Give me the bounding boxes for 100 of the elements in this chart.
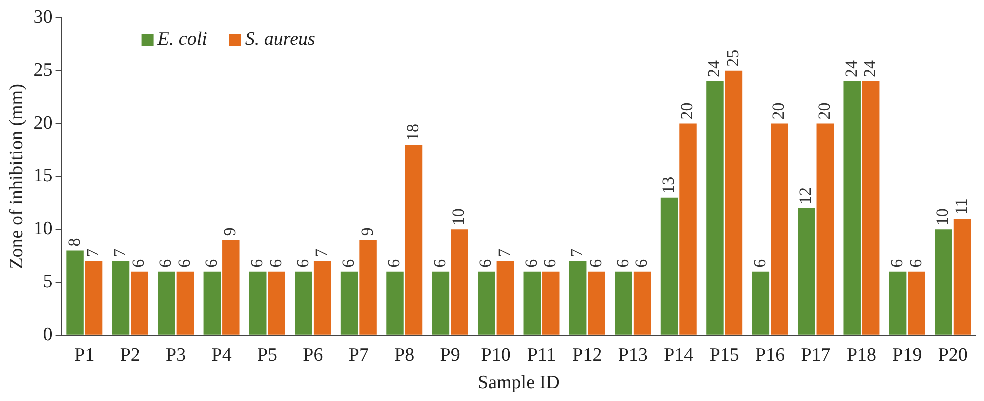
x-tick-label: P17 [801,344,831,366]
data-label: 24 [860,60,880,78]
x-tick-label: P5 [257,344,278,366]
y-tick-label: 20 [34,112,53,134]
x-tick-label: P13 [618,344,648,366]
bar [268,272,286,335]
bar [176,272,194,335]
bar [935,230,952,335]
bar [634,272,652,335]
y-tick-label: 5 [43,271,53,292]
bar [771,124,788,335]
x-tick-label: P4 [212,344,232,366]
bar [204,272,222,335]
bar [250,272,267,335]
bar [478,272,496,335]
x-tick-label: P1 [74,344,95,366]
data-label: 6 [750,259,770,268]
bar [889,272,907,335]
data-label: 7 [568,248,587,258]
data-label: 6 [156,259,176,268]
bar [340,272,358,335]
bar [588,272,606,335]
data-label: 6 [266,259,286,268]
x-tick-label: P18 [846,344,877,366]
bar [542,272,560,335]
bar [112,261,130,335]
bar [386,272,404,335]
bar [314,261,332,335]
y-axis-title: Zone of inhibition (mm) [6,84,28,270]
legend-label: S. aureus [245,29,316,50]
data-label: 9 [358,228,377,236]
data-label: 6 [384,259,404,268]
bar [432,272,450,335]
y-tick-label: 0 [43,324,53,346]
bar [85,261,103,335]
bar [405,144,423,335]
x-tick-label: P15 [710,344,740,366]
legend-label: E. coli [156,29,208,50]
bar [798,208,816,335]
y-tick-label: 15 [34,166,53,187]
bar [908,272,926,335]
data-label: 6 [586,259,606,268]
data-label: 6 [476,259,496,268]
data-label: 10 [933,208,952,226]
x-tick-label: P7 [348,344,369,366]
data-label: 9 [220,228,240,236]
x-tick-label: P16 [756,344,786,366]
bar [862,81,880,335]
x-tick-label: P2 [120,344,140,366]
bar [844,81,861,335]
bar [725,70,743,335]
bar [295,272,312,335]
x-tick-label: P3 [166,344,186,366]
y-tick-label: 10 [34,218,53,240]
data-label: 18 [403,124,422,141]
x-tick-label: P8 [394,344,415,366]
data-label: 7 [83,248,102,258]
data-label: 6 [248,259,267,268]
bar [706,81,724,335]
data-label: 10 [449,208,468,226]
bar [496,261,514,335]
data-label: 25 [723,50,742,67]
bar [954,219,972,335]
data-label: 20 [769,102,788,120]
data-label: 6 [129,259,148,268]
x-tick-label: P14 [664,344,694,366]
data-label: 6 [888,259,907,268]
data-label: 6 [613,259,632,268]
data-label: 7 [312,248,332,258]
bar [752,272,770,335]
bar [660,198,678,335]
x-tick-label: P10 [481,344,511,366]
bar [451,230,468,335]
bar [360,240,377,335]
data-label: 6 [339,259,358,268]
data-label: 6 [632,259,652,268]
data-label: 20 [678,102,697,120]
data-label: 7 [110,248,130,258]
bar [524,272,542,335]
bar [569,261,587,335]
bar [222,240,240,335]
bar [131,272,148,335]
data-label: 6 [906,259,926,268]
x-tick-label: P9 [440,344,460,366]
x-axis-title: Sample ID [478,372,560,394]
data-label: 24 [842,60,861,78]
data-label: 6 [174,259,194,268]
data-label: 6 [430,259,450,268]
data-label: 24 [704,60,724,78]
x-tick-label: P19 [892,344,922,366]
x-tick-label: P11 [527,344,556,366]
data-label: 8 [64,238,84,247]
data-label: 13 [658,176,678,194]
y-tick-label: 25 [34,60,53,81]
bar [158,272,176,335]
x-tick-label: P20 [938,344,968,366]
data-label: 6 [540,259,560,268]
bar [66,250,84,335]
x-tick-label: P6 [303,344,324,366]
y-tick-label: 30 [34,6,53,28]
